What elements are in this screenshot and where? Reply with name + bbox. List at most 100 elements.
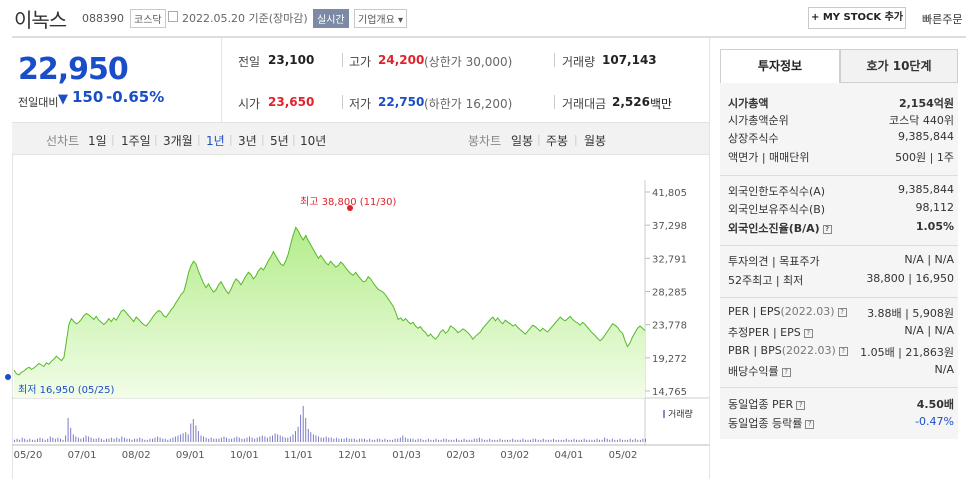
volume-bar bbox=[80, 438, 82, 442]
high-value: 24,200 bbox=[378, 53, 425, 67]
company-info-dropdown[interactable]: 기업개요 ▾ bbox=[354, 9, 407, 28]
tab-investment-info[interactable]: 투자정보 bbox=[720, 49, 840, 83]
volume-bar bbox=[167, 439, 169, 442]
volume-bar bbox=[476, 438, 478, 442]
volume-bar bbox=[519, 439, 521, 442]
amount-unit: 백만 bbox=[650, 97, 673, 111]
amount-label: 거래대금 bbox=[562, 97, 607, 111]
x-tick-label: 03/02 bbox=[500, 450, 529, 461]
volume-bar bbox=[259, 436, 261, 442]
period-3m[interactable]: 3개월 bbox=[163, 134, 193, 148]
volume-bar bbox=[266, 437, 268, 442]
volume-bar bbox=[466, 439, 468, 442]
max-price-label: 최고 38,800 (11/30) bbox=[300, 197, 397, 208]
volume-bar bbox=[609, 439, 611, 442]
help-icon[interactable]: ? bbox=[838, 347, 848, 356]
volume-bar bbox=[289, 436, 291, 442]
volume-bar bbox=[440, 439, 442, 442]
market-cap-rank-value: 코스닥 440위 bbox=[889, 114, 954, 127]
stock-code: 088390 bbox=[82, 12, 124, 25]
period-5y[interactable]: 5년 bbox=[270, 134, 289, 148]
volume-label: 거래량 bbox=[562, 55, 596, 69]
volume-bar bbox=[182, 433, 184, 442]
help-icon[interactable]: ? bbox=[796, 401, 806, 410]
x-tick-label: 01/03 bbox=[392, 450, 421, 461]
volume-bar bbox=[509, 439, 511, 442]
sector-rate-row: 동일업종 등락률? -0.47% bbox=[728, 415, 954, 431]
foreign-ratio-value: 1.05% bbox=[915, 220, 954, 233]
tab-order-book[interactable]: 호가 10단계 bbox=[840, 49, 958, 83]
x-tick-label: 05/20 bbox=[14, 450, 43, 461]
per-label: PER | EPS bbox=[728, 305, 781, 318]
opinion-value: N/A | N/A bbox=[904, 253, 954, 266]
volume-bar bbox=[491, 439, 493, 442]
period-1w[interactable]: 1주일 bbox=[121, 134, 151, 148]
est-per-value: N/A | N/A bbox=[904, 324, 954, 337]
volume-bar bbox=[517, 439, 519, 442]
volume-bar bbox=[404, 437, 406, 442]
volume-bar bbox=[39, 437, 41, 442]
volume-bar bbox=[591, 439, 593, 442]
max-point-marker bbox=[347, 205, 353, 211]
volume-bar bbox=[111, 437, 113, 442]
lower-limit: (하한가 16,200) bbox=[424, 97, 513, 111]
volume-bar bbox=[300, 414, 302, 442]
volume-bar bbox=[478, 437, 480, 442]
help-icon[interactable]: ? bbox=[781, 368, 791, 377]
volume-bar bbox=[468, 439, 470, 442]
volume-bar bbox=[461, 439, 463, 442]
volume-bar bbox=[305, 418, 307, 442]
price-chart[interactable]: 41,805 37,298 32,791 28,285 23,778 19,272 14,7… bbox=[0, 0, 710, 479]
volume-bar bbox=[121, 436, 123, 442]
realtime-button[interactable]: 실시간 bbox=[313, 9, 349, 28]
divider: | bbox=[111, 133, 115, 146]
volume-bar bbox=[639, 439, 641, 442]
candle-daily[interactable]: 일봉 bbox=[511, 134, 534, 148]
volume-bar bbox=[486, 439, 488, 442]
add-mystock-button[interactable]: + MY STOCK 추가 bbox=[808, 7, 906, 29]
volume-bar bbox=[348, 438, 350, 442]
volume-bar bbox=[346, 437, 348, 442]
volume-bar bbox=[34, 439, 36, 442]
volume-bar bbox=[295, 431, 296, 442]
y-tick-label: 23,778 bbox=[652, 321, 687, 332]
volume-bar bbox=[433, 439, 434, 442]
volume-bar bbox=[614, 439, 616, 442]
volume-bar bbox=[213, 438, 215, 442]
x-tick-label: 08/02 bbox=[122, 450, 151, 461]
volume-bar bbox=[277, 434, 279, 442]
volume-bar bbox=[83, 437, 84, 442]
x-tick-label: 12/01 bbox=[338, 450, 367, 461]
volume-bar bbox=[75, 436, 77, 442]
help-icon[interactable]: ? bbox=[837, 308, 847, 317]
period-1y[interactable]: 1년 bbox=[206, 134, 225, 148]
candle-weekly[interactable]: 주봉 bbox=[546, 134, 569, 148]
opinion-row: 투자의견 | 목표주가 N/A | N/A bbox=[728, 253, 954, 269]
help-icon[interactable]: ? bbox=[803, 329, 813, 338]
volume-bar bbox=[642, 438, 644, 442]
chart-border bbox=[709, 38, 710, 479]
candle-monthly[interactable]: 월봉 bbox=[584, 134, 607, 148]
volume-bar bbox=[208, 438, 210, 442]
help-icon[interactable]: ? bbox=[805, 420, 815, 429]
volume-bar bbox=[292, 434, 294, 442]
period-10y[interactable]: 10년 bbox=[300, 134, 327, 148]
period-3y[interactable]: 3년 bbox=[238, 134, 257, 148]
volume-bar bbox=[410, 438, 411, 442]
quick-order-link[interactable]: 빠른주문 bbox=[922, 13, 963, 26]
volume-bar bbox=[425, 439, 427, 442]
volume-bar bbox=[422, 439, 424, 442]
volume-bar bbox=[496, 439, 498, 442]
volume-bar bbox=[261, 435, 263, 442]
help-icon[interactable]: ? bbox=[822, 225, 832, 234]
volume-bar bbox=[443, 438, 445, 442]
volume-bar bbox=[323, 437, 325, 442]
volume-bar bbox=[524, 439, 526, 442]
volume-bar bbox=[599, 439, 600, 442]
prev-close-label: 전일 bbox=[238, 55, 261, 69]
sector-rate-value: -0.47% bbox=[915, 415, 954, 428]
volume-bar bbox=[42, 438, 44, 442]
period-1d[interactable]: 1일 bbox=[88, 134, 107, 148]
volume-bar bbox=[172, 437, 174, 442]
volume-bar bbox=[637, 439, 639, 442]
